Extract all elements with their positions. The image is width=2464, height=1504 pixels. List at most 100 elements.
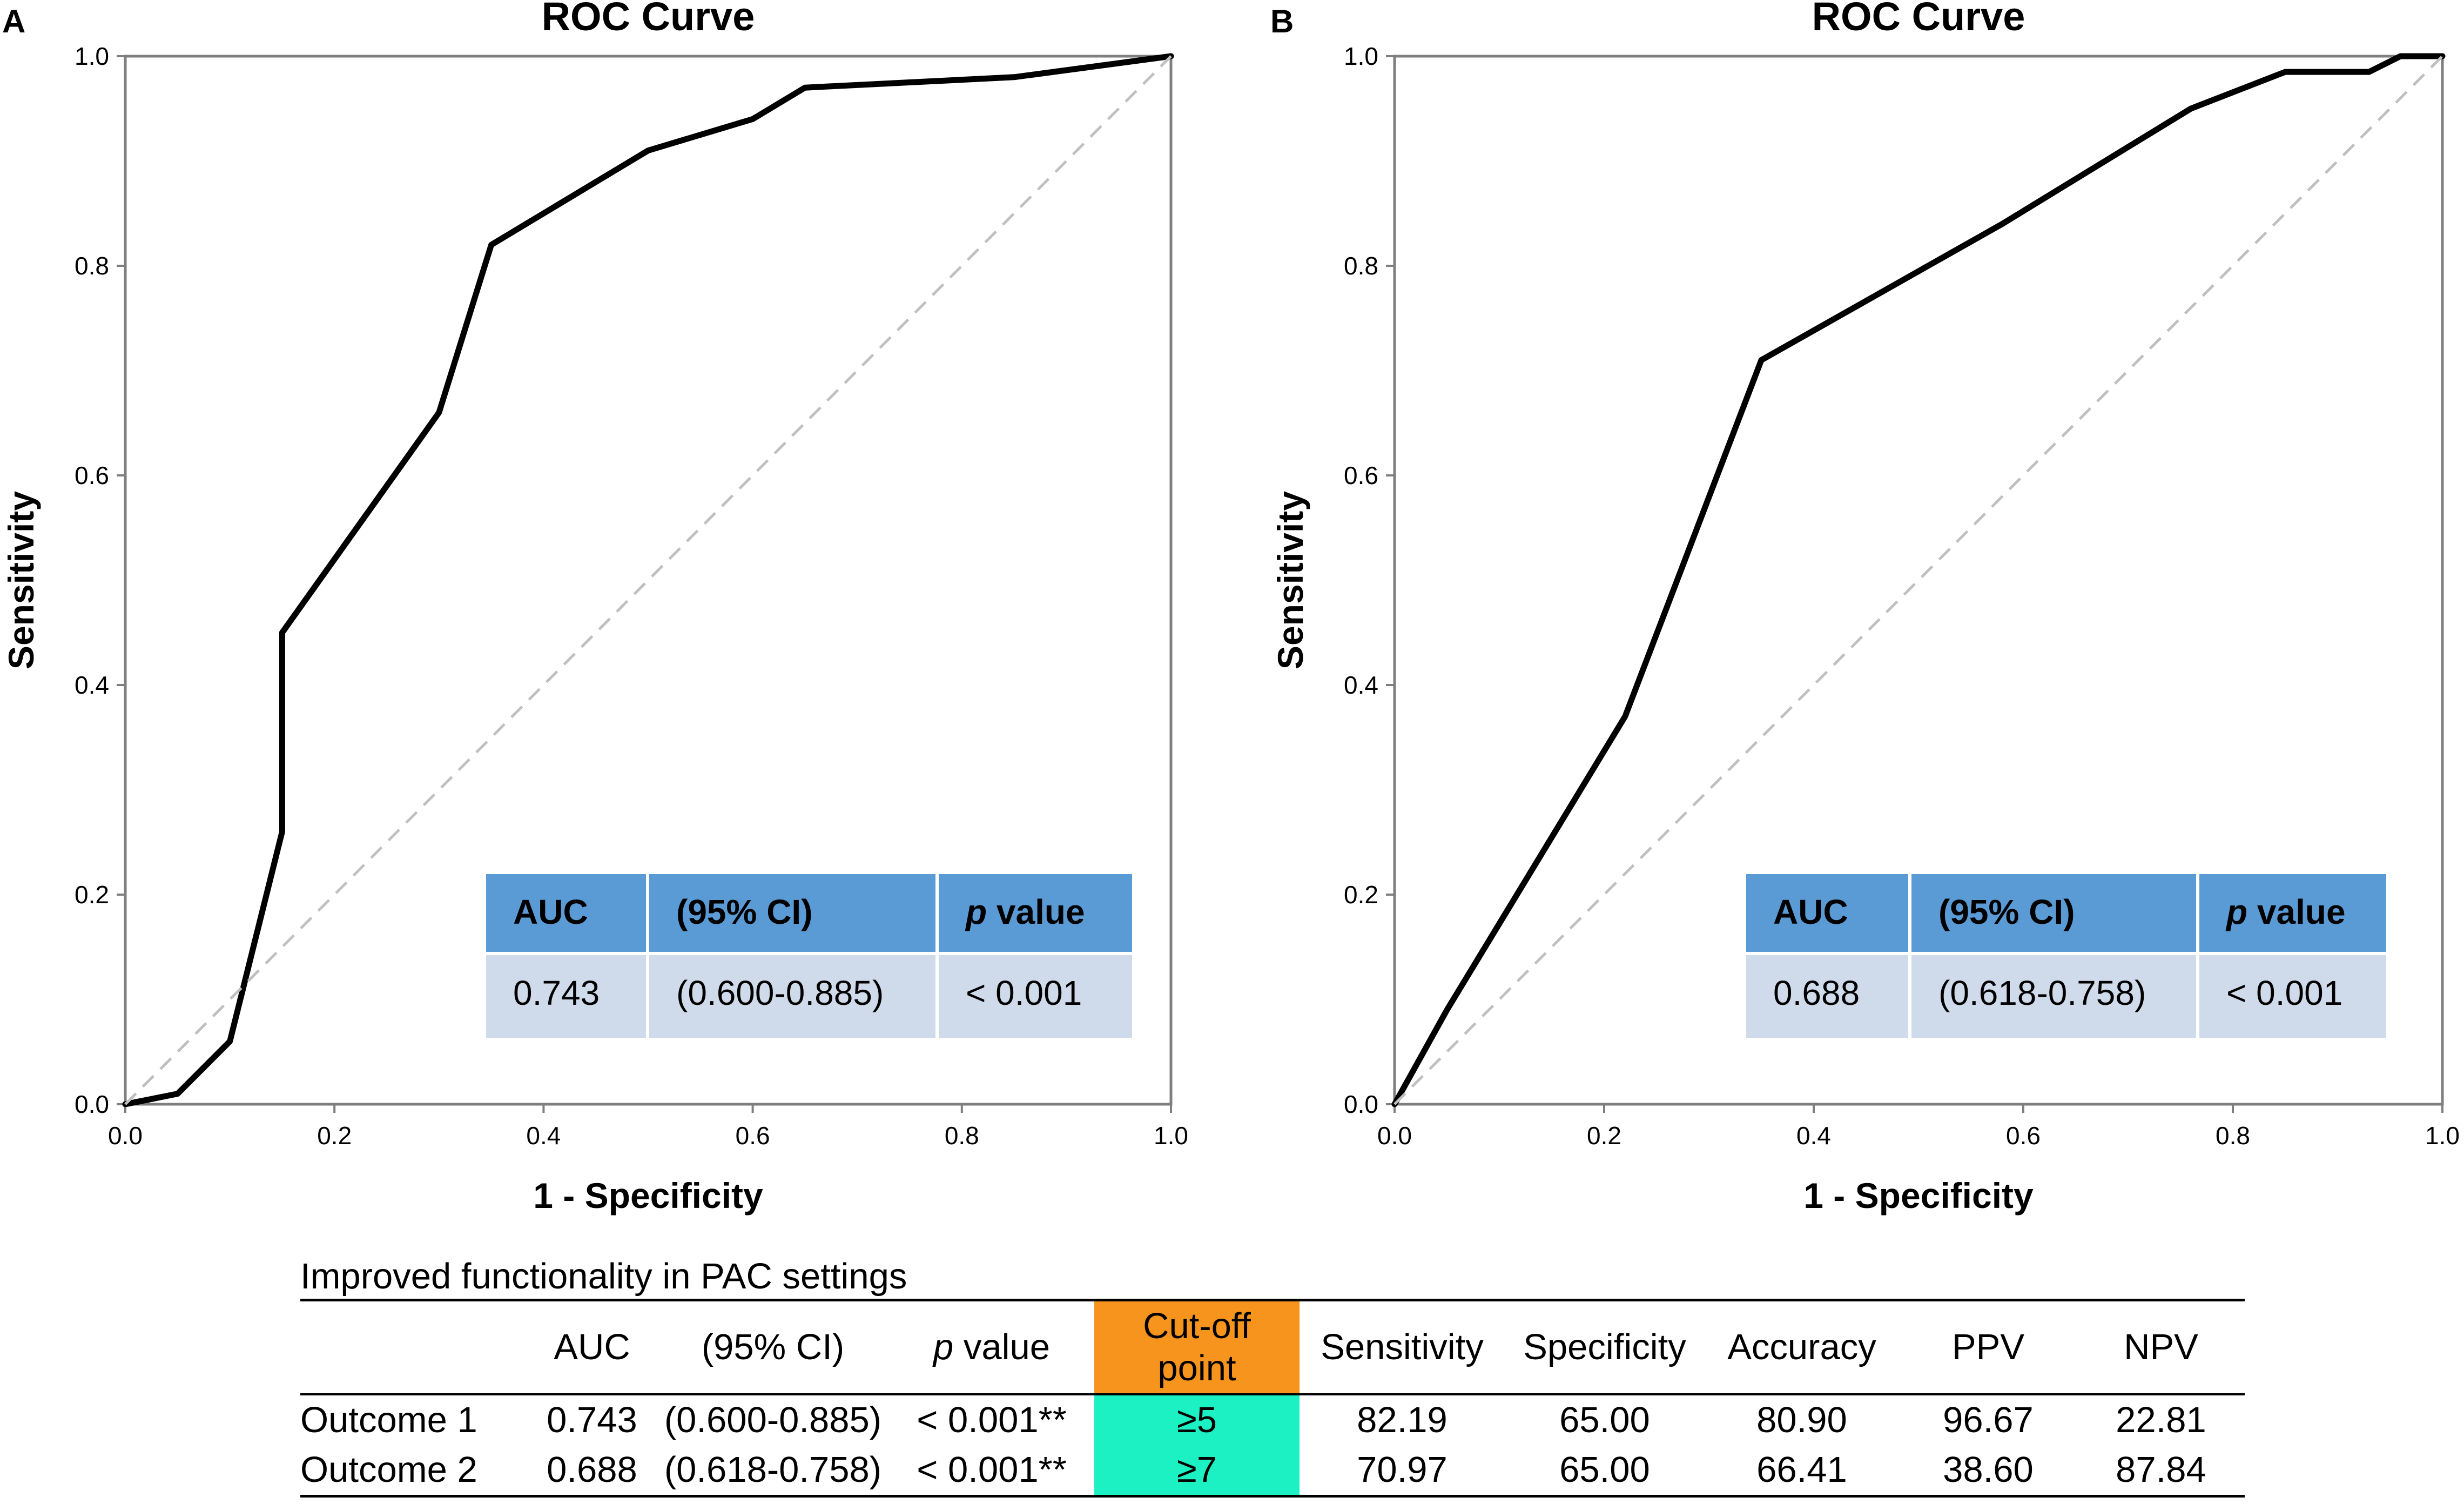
header-auc: AUC	[527, 1300, 657, 1395]
inset-value-cell	[486, 955, 646, 1038]
cell-accuracy: 66.41	[1756, 1449, 1847, 1490]
cell-p-value: < 0.001**	[917, 1449, 1067, 1490]
inset-value-cell	[939, 955, 1132, 1038]
plot-frame	[124, 55, 1173, 1106]
inset-header-p-italic: p	[2225, 892, 2247, 931]
header-accuracy: Accuracy	[1705, 1300, 1899, 1395]
header-npv: NPV	[2077, 1300, 2245, 1395]
header-p-rest: value	[953, 1327, 1051, 1367]
auc-inset-table: AUC 0.688 (95% CI) (0.618-0.758) p value < 0.…	[1746, 874, 2386, 1038]
y-tick-label: 0.0	[75, 1090, 109, 1118]
x-tick-label: 0.6	[2006, 1122, 2041, 1150]
y-tick-label: 0.8	[1344, 252, 1378, 280]
header-cutoff: Cut-off point	[1094, 1300, 1300, 1395]
header-specificity: Specificity	[1505, 1300, 1705, 1395]
y-axis-label: Sensitivity	[1, 491, 41, 669]
y-tick-label: 0.0	[1344, 1090, 1378, 1118]
inset-header-cell	[939, 874, 1132, 952]
panel-letter: A	[2, 3, 25, 39]
inset-header-text: (95% CI)	[1938, 892, 2075, 931]
roc-curve	[122, 53, 1174, 1107]
inset-header-p-rest: value	[2247, 892, 2345, 931]
header-ci: (95% CI)	[657, 1300, 889, 1395]
cell-specificity: 65.00	[1559, 1400, 1650, 1440]
header-p-italic: p	[933, 1327, 954, 1367]
cell-specificity: 65.00	[1559, 1449, 1650, 1490]
row-label: Outcome 2	[300, 1449, 477, 1490]
cell-npv: 22.81	[2116, 1400, 2206, 1440]
inset-header-cell	[2199, 874, 2386, 952]
roc-charts: A ROC Curve 0.0 0.2 0.4 0.6 0.8 1.0 0.0 0.2 0.4 0.6…	[1, 0, 2460, 1216]
inset-header-text: (95% CI)	[676, 892, 813, 931]
table-header-row: AUC (95% CI) p value Cut-off point Sensit…	[300, 1300, 2245, 1395]
inset-header-cell	[1746, 874, 1908, 952]
roc-panel-b: B ROC Curve 0.0 0.2 0.4 0.6 0.8 1.0 0.0 0.2 0.4 0.6…	[1270, 0, 2460, 1216]
x-tick-label: 0.0	[1377, 1122, 1412, 1150]
cell-auc: 0.743	[547, 1400, 637, 1440]
y-tick-label: 0.2	[75, 881, 109, 909]
cell-accuracy: 80.90	[1756, 1400, 1847, 1440]
inset-value-text: < 0.001	[966, 973, 1082, 1012]
inset-header-text: AUC	[513, 892, 588, 931]
auc-inset-table: AUC 0.743 (95% CI) (0.600-0.885) p value < 0.…	[486, 874, 1132, 1038]
cell-ci: (0.600-0.885)	[664, 1400, 882, 1440]
inset-header-cell	[649, 874, 935, 952]
inset-value-text: < 0.001	[2226, 973, 2342, 1012]
y-tick-label: 1.0	[1344, 42, 1378, 70]
cell-ci: (0.618-0.758)	[664, 1449, 882, 1490]
cell-ppv: 38.60	[1943, 1449, 2034, 1490]
inset-value-text: (0.618-0.758)	[1938, 973, 2146, 1012]
summary-table: AUC (95% CI) p value Cut-off point Sensit…	[300, 1299, 2245, 1498]
x-tick-label: 0.6	[736, 1122, 770, 1150]
x-tick-label: 0.8	[2216, 1122, 2250, 1150]
inset-header-p-rest: value	[987, 892, 1085, 931]
table-row: Outcome 1 0.743 (0.600-0.885) < 0.001** …	[300, 1394, 2245, 1445]
inset-header-text: p value	[2225, 892, 2346, 931]
chart-title: ROC Curve	[1812, 0, 2025, 39]
x-axis-label: 1 - Specificity	[1803, 1176, 2034, 1216]
inset-value-cell	[649, 955, 935, 1038]
inset-header-cell	[486, 874, 646, 952]
y-tick-label: 0.4	[1344, 671, 1378, 699]
y-tick-label: 0.6	[1344, 461, 1378, 489]
chart-title: ROC Curve	[542, 0, 755, 39]
cell-sensitivity: 82.19	[1357, 1400, 1448, 1440]
x-tick-label: 0.2	[1587, 1122, 1621, 1150]
x-tick-label: 0.4	[1796, 1122, 1831, 1150]
header-p-value: p value	[889, 1300, 1094, 1395]
inset-value-text: 0.743	[513, 973, 600, 1012]
header-ppv: PPV	[1899, 1300, 2077, 1395]
inset-value-text: (0.600-0.885)	[676, 973, 884, 1012]
x-tick-label: 0.4	[526, 1122, 561, 1150]
table-row: Outcome 2 0.688 (0.618-0.758) < 0.001** …	[300, 1445, 2245, 1496]
inset-value-text: 0.688	[1773, 973, 1860, 1012]
inset-header-p-italic: p	[965, 892, 987, 931]
cell-ppv: 96.67	[1943, 1400, 2034, 1440]
x-tick-label: 1.0	[1154, 1122, 1188, 1150]
x-tick-label: 1.0	[2425, 1122, 2460, 1150]
inset-value-cell	[2199, 955, 2386, 1038]
inset-value-cell	[1746, 955, 1908, 1038]
y-axis-label: Sensitivity	[1270, 491, 1310, 669]
x-tick-label: 0.0	[108, 1122, 143, 1150]
inset-header-text: AUC	[1773, 892, 1848, 931]
x-axis-label: 1 - Specificity	[533, 1176, 763, 1216]
y-tick-label: 0.2	[1344, 881, 1378, 909]
inset-value-cell	[1911, 955, 2196, 1038]
x-tick-label: 0.2	[317, 1122, 352, 1150]
y-tick-label: 1.0	[75, 42, 109, 70]
roc-curve	[1391, 53, 2446, 1107]
plot-frame	[1393, 55, 2444, 1106]
inset-header-cell	[1911, 874, 2196, 952]
y-tick-label: 0.6	[75, 461, 109, 489]
cell-auc: 0.688	[547, 1449, 637, 1490]
row-label: Outcome 1	[300, 1400, 477, 1440]
cell-p-value: < 0.001**	[917, 1400, 1067, 1440]
roc-panel-a: A ROC Curve 0.0 0.2 0.4 0.6 0.8 1.0 0.0 0.2 0.4 0.6…	[1, 0, 1188, 1216]
cell-cutoff: ≥5	[1094, 1394, 1300, 1445]
panel-letter: B	[1270, 3, 1294, 39]
header-cutoff-line1: Cut-off	[1143, 1306, 1251, 1346]
x-tick-label: 0.8	[945, 1122, 979, 1150]
summary-table-section: Improved functionality in PAC settings A…	[300, 1254, 2245, 1498]
inset-header-text: p value	[965, 892, 1085, 931]
